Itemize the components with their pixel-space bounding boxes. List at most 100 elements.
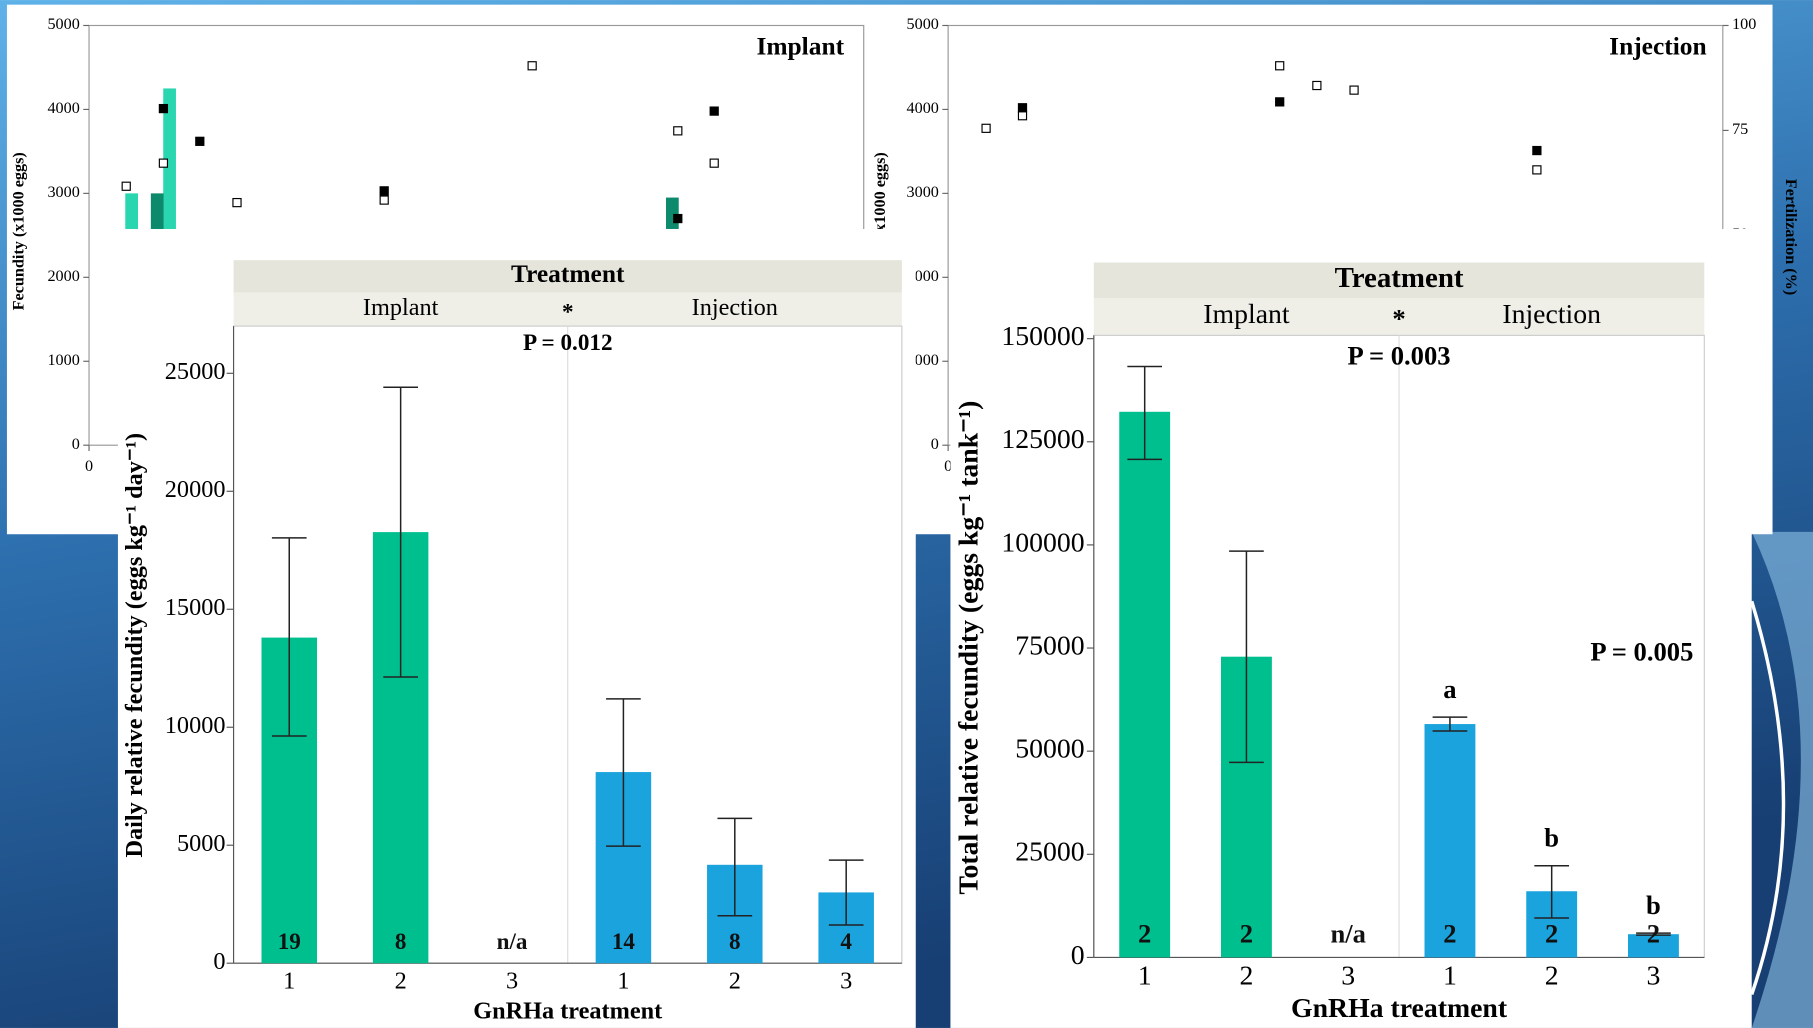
- sample-size: n/a: [1330, 919, 1365, 949]
- y-tick-label: 150000: [1001, 321, 1084, 352]
- point: [1532, 165, 1542, 175]
- chart-title: Implant: [756, 31, 844, 60]
- y-tick-label: 75000: [1015, 630, 1084, 661]
- point: [232, 197, 242, 208]
- point: [1532, 145, 1542, 156]
- point: [981, 123, 991, 133]
- sample-size: 4: [840, 929, 852, 955]
- x-tick-label: 0: [944, 458, 952, 475]
- decoration-arc: [1750, 600, 1786, 995]
- y2-tick-label: 75: [1732, 121, 1748, 138]
- y-tick-label: 10000: [165, 712, 226, 739]
- bar: [1119, 411, 1171, 958]
- y-tick-label: 125000: [1001, 424, 1084, 455]
- y-axis-label: Daily relative fecundity (eggs kg⁻¹ day⁻…: [121, 433, 148, 858]
- point: [1349, 85, 1359, 95]
- x-tick-label: 3: [1647, 961, 1661, 992]
- significance: *: [562, 299, 574, 325]
- y-tick-label: 1000: [47, 352, 79, 369]
- point: [1017, 103, 1028, 113]
- y-tick-label: 4000: [907, 100, 939, 117]
- strip-header: [1093, 262, 1705, 299]
- front-panel: [117, 228, 916, 1028]
- sample-size: n/a: [497, 929, 528, 955]
- x-tick-label: 2: [395, 967, 407, 994]
- x-tick-label: 3: [840, 967, 852, 994]
- group-letter: b: [1544, 822, 1559, 852]
- p-value: P = 0.005: [1590, 637, 1693, 667]
- point: [158, 103, 169, 114]
- x-tick-label: 1: [617, 967, 629, 994]
- point: [121, 181, 131, 191]
- point: [1017, 111, 1028, 121]
- x-axis-label: GnRHa treatment: [1291, 993, 1508, 1024]
- y-axis-label: Fecundity (x1000 eggs): [10, 152, 27, 310]
- point: [527, 61, 537, 71]
- y-tick-label: 2000: [47, 268, 79, 285]
- bar: [1424, 724, 1476, 958]
- y-tick-label: 4000: [47, 100, 79, 117]
- sample-size: 2: [1138, 919, 1151, 949]
- sample-size: 8: [395, 929, 407, 955]
- front-charts: Treatment Implant Injection * P = 0.012 0 5000…: [121, 259, 1705, 1025]
- point: [1312, 80, 1322, 91]
- point: [673, 126, 683, 136]
- p-value: P = 0.012: [523, 330, 613, 356]
- strip-header: [233, 260, 902, 293]
- sample-size: 2: [1545, 919, 1558, 949]
- point: [379, 186, 389, 196]
- strip-subheader: [1093, 298, 1705, 336]
- y-axis-label: Total relative fecundity (eggs kg⁻¹ tank…: [954, 401, 985, 895]
- p-value: P = 0.003: [1348, 341, 1451, 371]
- front-panel: [950, 228, 1752, 1028]
- x-tick-label: 2: [1545, 961, 1559, 992]
- chart-title: Injection: [1609, 31, 1706, 60]
- x-tick-label: 2: [1240, 961, 1254, 992]
- significance: *: [1392, 304, 1405, 334]
- x-tick-label: 1: [1138, 961, 1152, 992]
- y-tick-label: 15000: [165, 594, 226, 621]
- y2-tick-label: 100: [1732, 16, 1756, 33]
- y-tick-label: 0: [213, 948, 225, 975]
- x-axis-label: GnRHa treatment: [473, 998, 662, 1025]
- group-label: Implant: [1203, 299, 1290, 330]
- group-label: Injection: [1502, 299, 1601, 330]
- y-tick-label: 20000: [165, 476, 226, 503]
- y-tick-label: 0: [72, 436, 80, 453]
- bar: [1628, 934, 1679, 958]
- point: [195, 136, 205, 146]
- point: [709, 158, 719, 168]
- sample-size: 2: [1443, 919, 1456, 949]
- group-label: Injection: [692, 294, 778, 321]
- point: [1275, 97, 1285, 107]
- x-tick-label: 3: [506, 967, 518, 994]
- group-letter: b: [1646, 890, 1661, 920]
- y-tick-label: 5000: [47, 16, 79, 33]
- x-tick-label: 1: [283, 967, 295, 994]
- y-tick-label: 50000: [1015, 734, 1084, 765]
- strip-title: Treatment: [511, 259, 625, 288]
- strip-title: Treatment: [1335, 262, 1464, 294]
- y-tick-label: 5000: [177, 830, 226, 857]
- y-tick-label: 3000: [47, 184, 79, 201]
- point: [379, 195, 389, 205]
- y-tick-label: 5000: [907, 16, 939, 33]
- y-tick-label: 25000: [1015, 837, 1084, 868]
- y-tick-label: 0: [931, 436, 939, 453]
- point: [158, 158, 169, 168]
- point: [1275, 61, 1285, 71]
- x-tick-label: 2: [729, 967, 741, 994]
- y-tick-label: 0: [1071, 940, 1085, 971]
- sample-size: 2: [1647, 919, 1660, 949]
- decoration: [1751, 531, 1813, 1028]
- y2-axis-label: Fertilization (%): [1782, 179, 1799, 295]
- point: [709, 106, 719, 116]
- sample-size: 19: [278, 929, 301, 955]
- sample-size: 8: [729, 929, 741, 955]
- x-tick-label: 1: [1443, 961, 1457, 992]
- x-tick-label: 3: [1341, 961, 1355, 992]
- group-label: Implant: [363, 294, 439, 321]
- point: [673, 213, 683, 224]
- sample-size: 14: [612, 929, 636, 955]
